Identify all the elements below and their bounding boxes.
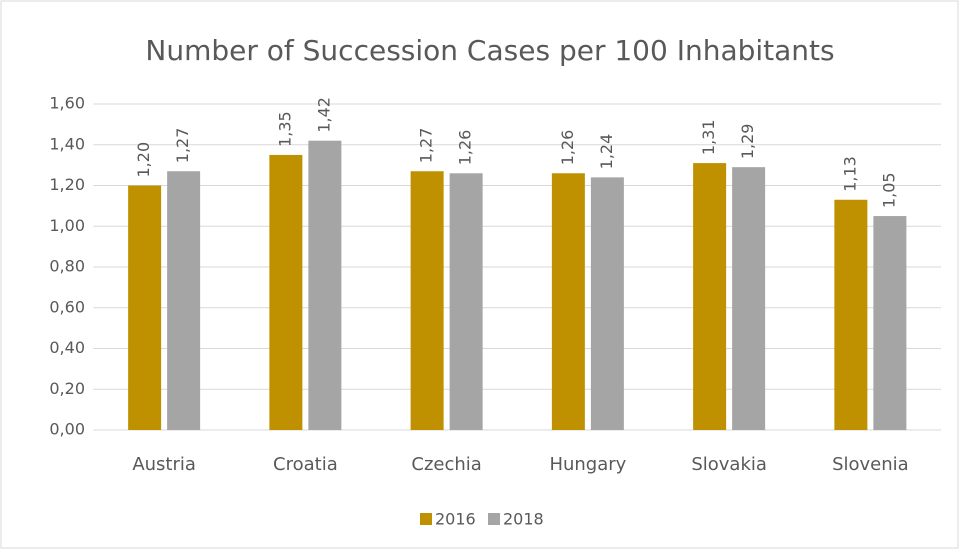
x-tick-label: Croatia [273, 454, 338, 475]
y-tick-label: 1,60 [49, 94, 85, 113]
bar [693, 163, 727, 430]
x-tick-label: Slovenia [832, 454, 909, 475]
value-label: 1,24 [597, 134, 616, 170]
legend-swatch [420, 513, 432, 525]
value-label: 1,20 [134, 142, 153, 178]
bar [834, 199, 868, 430]
x-tick-label: Slovakia [691, 454, 767, 475]
x-tick-label: Czechia [411, 454, 481, 475]
bar [449, 173, 483, 430]
legend-swatch [488, 513, 500, 525]
bar [308, 140, 342, 431]
x-tick-label: Hungary [549, 454, 626, 475]
bar [590, 177, 624, 430]
y-tick-label: 1,00 [49, 216, 85, 235]
value-label: 1,31 [699, 119, 718, 155]
value-label: 1,27 [173, 128, 192, 164]
bar [167, 171, 201, 431]
value-label: 1,27 [417, 128, 436, 164]
legend-label: 2016 [435, 510, 476, 529]
x-tick-label: Austria [132, 454, 196, 475]
bar [128, 185, 162, 430]
chart-title: Number of Succession Cases per 100 Inhab… [145, 34, 834, 67]
bar [732, 167, 766, 430]
bar [551, 173, 585, 430]
value-label: 1,26 [558, 130, 577, 166]
value-label: 1,42 [314, 97, 333, 133]
value-label: 1,13 [840, 156, 859, 192]
bar [410, 171, 444, 431]
value-label: 1,26 [456, 130, 475, 166]
value-label: 1,35 [275, 111, 294, 147]
y-tick-label: 1,40 [49, 134, 85, 153]
y-tick-label: 0,20 [49, 379, 85, 398]
y-tick-label: 1,20 [49, 175, 85, 194]
y-tick-label: 0,60 [49, 297, 85, 316]
value-label: 1,29 [738, 124, 757, 160]
value-label: 1,05 [879, 172, 898, 208]
y-tick-label: 0,40 [49, 338, 85, 357]
y-tick-label: 0,00 [49, 420, 85, 439]
legend-label: 2018 [503, 510, 544, 529]
bar [269, 154, 303, 430]
bar [873, 216, 907, 430]
y-tick-label: 0,80 [49, 257, 85, 276]
